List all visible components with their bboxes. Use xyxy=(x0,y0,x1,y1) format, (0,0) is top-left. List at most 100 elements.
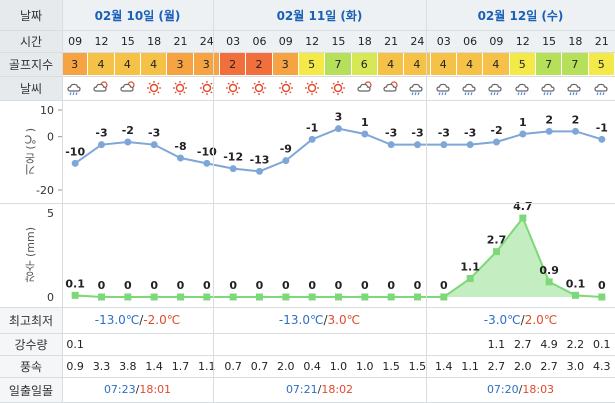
temp-axis-tick: 0 xyxy=(47,131,54,144)
wind-cell: 1.0 xyxy=(329,359,348,373)
precipitation-value-label: 0.9 xyxy=(539,264,559,277)
grid-line xyxy=(0,355,615,356)
wind-cell: 2.0 xyxy=(277,359,295,373)
wind-cell: 0.9 xyxy=(66,359,84,373)
wind-cell: 1.1 xyxy=(461,359,479,373)
rain-cloud-icon xyxy=(536,76,562,100)
precip-label: 강수량 xyxy=(0,333,62,355)
golf-index-cell: 4 xyxy=(430,53,457,75)
precipitation-point xyxy=(282,293,290,301)
precipitation-point xyxy=(414,293,421,301)
grid-line xyxy=(0,307,615,308)
wind-cell: 1.0 xyxy=(356,359,374,373)
precip-cell xyxy=(194,333,220,355)
temperature-value-label: -8 xyxy=(174,140,186,153)
hour-cell: 24 xyxy=(199,34,214,48)
grid-line xyxy=(0,333,615,334)
temperature-point xyxy=(282,157,290,165)
precipitation-value-label: 0 xyxy=(598,279,606,292)
golf-index-cell: 7 xyxy=(535,53,563,75)
precipitation-point xyxy=(519,214,527,222)
rain-cloud-icon xyxy=(457,76,483,100)
rain-cloud-icon xyxy=(431,76,457,100)
temperature-value-label: -3 xyxy=(95,127,107,140)
precipitation-point xyxy=(229,293,237,301)
wind-cells: 0.9 3.3 3.8 1.4 1.7 1.1 0.7 0.7 2.0 0.4 1.0 1.0 1.5 1… xyxy=(62,355,615,377)
sun-icon xyxy=(194,76,220,100)
min-temp: -3.0℃ xyxy=(483,313,521,327)
golf-index-cell: 3 xyxy=(193,53,220,75)
sun-icon xyxy=(299,76,325,100)
column-divider xyxy=(62,0,63,403)
minmax-day1: -13.0℃/-2.0℃ xyxy=(62,313,213,327)
weather-cells xyxy=(62,76,615,100)
hour-cell: 09 xyxy=(278,34,293,48)
wind-cell: 2.7 xyxy=(487,359,506,373)
sunset-time: 18:03 xyxy=(522,383,555,396)
golf-index-cell: 7 xyxy=(325,53,352,75)
temperature-value-label: -10 xyxy=(197,145,217,158)
temperature-point xyxy=(440,141,448,149)
golf-index-cell: 5 xyxy=(298,53,326,75)
hour-cell: 18 xyxy=(147,34,162,48)
temperature-value-label: -12 xyxy=(223,151,243,164)
precipitation-value-label: 4.7 xyxy=(513,200,533,213)
precip-cell: 0.1 xyxy=(592,337,611,351)
golf-index-cell: 5 xyxy=(509,53,536,75)
wind-cell: 0.7 xyxy=(224,359,242,373)
wind-cell: 3.0 xyxy=(566,359,585,373)
temperature-chart: 100-20-10-3 -2 -3-8 -10 -12 -13-9-13 1-3 -3 -3 -3… xyxy=(36,104,608,197)
sun-icon xyxy=(325,76,351,100)
partly-cloudy-icon xyxy=(352,76,378,100)
precipitation-point xyxy=(98,293,105,301)
temperature-point xyxy=(414,141,421,149)
precip-cell xyxy=(325,333,351,355)
hour-cell: 06 xyxy=(463,34,478,48)
minmax-label: 최고최저 xyxy=(0,307,62,333)
time-label: 시간 xyxy=(0,30,62,52)
rain-cloud-icon xyxy=(62,76,88,100)
golf-index-cell: 4 xyxy=(377,53,405,75)
hour-cell: 24 xyxy=(410,34,425,48)
precipitation-value-label: 0 xyxy=(150,279,158,292)
rain-axis-tick: 0 xyxy=(47,291,54,304)
hour-cell: 03 xyxy=(226,34,241,48)
precipitation-value-label: 0 xyxy=(387,279,395,292)
date-row xyxy=(0,0,615,30)
precipitation-value-label: 0.1 xyxy=(65,277,85,290)
wind-cell: 3.8 xyxy=(119,359,137,373)
precipitation-point xyxy=(598,293,606,301)
precipitation-value-label: 1.1 xyxy=(460,261,480,274)
sun-sep: / xyxy=(135,383,140,396)
temperature-point xyxy=(493,138,500,146)
precip-cell: 2.7 xyxy=(513,337,532,351)
temperature-point xyxy=(71,159,79,167)
temperature-value-label: 1 xyxy=(361,116,369,129)
hour-cell: 21 xyxy=(384,34,399,48)
golf-index-cell: 2 xyxy=(246,53,273,75)
sun-icon xyxy=(167,76,193,100)
precipitation-point xyxy=(71,291,79,299)
precipitation-point xyxy=(387,293,395,301)
temp-axis-label: 기온 (℃) xyxy=(24,127,37,176)
precipitation-value-label: 0 xyxy=(98,279,106,292)
rain-cloud-icon xyxy=(510,76,536,100)
temperature-point xyxy=(256,167,263,175)
minmax-day2: -13.0℃/3.0℃ xyxy=(213,313,426,327)
hour-cell: 18 xyxy=(357,34,372,48)
day-divider xyxy=(213,0,214,403)
temperature-value-label: -1 xyxy=(306,121,318,134)
sun-day2: 07:21/18:02 xyxy=(213,383,426,396)
date-label: 날짜 xyxy=(0,0,62,30)
precip-cell xyxy=(378,333,404,355)
sun-icon xyxy=(273,76,299,100)
precipitation-chart: 5 0 0.1 0 0 0 0 0 0 0 0 0 0 0 0 0 0 1.1 2.7 4.7 0.9 0.1 0 xyxy=(47,200,606,304)
precipitation-point xyxy=(335,293,342,301)
sunrise-time: 07:21 xyxy=(285,383,318,396)
grid-line xyxy=(0,100,615,101)
temperature-point xyxy=(203,159,211,167)
sunrise-time: 07:23 xyxy=(103,383,136,396)
precip-cell: 4.9 xyxy=(540,337,558,351)
partly-cloudy-icon xyxy=(378,76,404,100)
minmax-sep: / xyxy=(520,313,525,327)
